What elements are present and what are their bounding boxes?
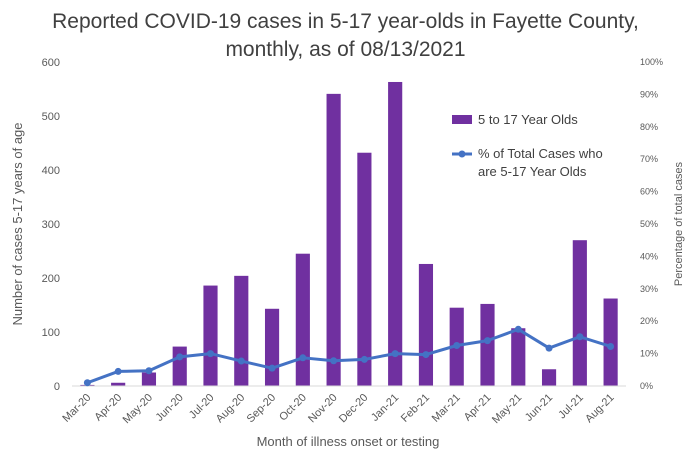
y-tick-label: 500 — [42, 111, 60, 123]
percentage-point — [330, 357, 338, 365]
bar — [264, 308, 280, 386]
bar — [572, 240, 587, 386]
percentage-point — [514, 325, 522, 333]
legend-bar-swatch — [452, 115, 472, 124]
percentage-line — [86, 327, 612, 385]
percentage-point — [237, 357, 245, 365]
percentage-point — [360, 355, 368, 363]
x-axis-label: Month of illness onset or testing — [257, 434, 440, 449]
y2-tick-label: 100% — [640, 57, 663, 67]
y2-axis-label: Percentage of total cases — [673, 161, 685, 286]
bar — [172, 346, 187, 386]
y2-tick-label: 50% — [640, 219, 658, 229]
percentage-point — [391, 350, 399, 358]
bar — [111, 382, 126, 386]
y-tick-label: 100 — [42, 327, 60, 339]
y-tick-label: 600 — [42, 57, 60, 69]
percentage-point — [207, 350, 214, 358]
y2-tick-label: 80% — [640, 122, 658, 132]
percentage-point — [576, 333, 584, 341]
legend-line-label-2: are 5-17 Year Olds — [478, 164, 587, 179]
percentage-point — [299, 354, 307, 362]
y2-tick-label: 90% — [640, 89, 658, 99]
chart-title-line-1: Reported COVID-19 cases in 5-17 year-old… — [52, 10, 639, 33]
legend-line-label-1: % of Total Cases who — [478, 146, 603, 161]
bar — [603, 298, 618, 386]
percentage-point — [268, 364, 276, 372]
x-tick-label: Nov-20 — [306, 392, 340, 426]
percentage-point — [114, 367, 122, 375]
bar — [326, 93, 341, 387]
percentage-point — [176, 353, 184, 361]
x-tick-label: Mar-21 — [430, 392, 463, 425]
y-tick-label: 300 — [42, 219, 60, 231]
y2-tick-label: 0% — [640, 381, 653, 391]
x-tick-label: Oct-20 — [277, 392, 309, 424]
bar — [541, 369, 557, 386]
y2-tick-label: 20% — [640, 316, 658, 326]
x-tick-label: Jan-21 — [369, 392, 401, 424]
percentage-point — [484, 337, 491, 345]
bar — [141, 372, 157, 386]
y2-tick-label: 70% — [640, 154, 658, 164]
legend-line-marker — [458, 150, 466, 158]
x-tick-label: May-20 — [121, 392, 155, 426]
x-tick-label: May-21 — [490, 392, 524, 426]
bar — [234, 275, 249, 386]
chart-title-line-2: monthly, as of 08/13/2021 — [225, 38, 466, 61]
y2-tick-label: 60% — [640, 187, 658, 197]
percentage-point — [83, 379, 91, 387]
x-tick-label: Jun-21 — [523, 392, 555, 424]
bar — [295, 253, 310, 386]
y-tick-label: 0 — [54, 381, 60, 393]
percentage-point — [453, 342, 461, 349]
bar — [480, 303, 495, 386]
legend: 5 to 17 Year Olds % of Total Cases who a… — [452, 112, 603, 179]
y-tick-label: 400 — [42, 165, 60, 177]
x-tick-label: Apr-20 — [92, 392, 124, 424]
bar — [203, 285, 218, 386]
x-tick-label: Dec-20 — [337, 392, 371, 426]
legend-bar-label: 5 to 17 Year Olds — [478, 112, 578, 127]
y-tick-label: 200 — [42, 273, 60, 285]
bar — [388, 81, 403, 386]
x-tick-label: Aug-21 — [583, 392, 617, 426]
x-tick-label: Jul-21 — [556, 392, 586, 422]
x-tick-label: Mar-20 — [60, 392, 93, 425]
y2-tick-label: 40% — [640, 251, 658, 261]
bar — [511, 328, 526, 386]
y2-tick-label: 10% — [640, 349, 658, 359]
x-tick-label: Aug-20 — [214, 392, 248, 426]
x-tick-label: Jul-20 — [187, 392, 217, 422]
x-tick-label: Sep-20 — [245, 392, 279, 426]
bar — [357, 152, 372, 386]
bar — [418, 263, 434, 386]
y2-tick-label: 30% — [640, 284, 658, 294]
percentage-point — [545, 344, 553, 352]
x-tick-label: Jun-20 — [154, 392, 186, 424]
percentage-point — [145, 367, 153, 375]
x-tick-label: Feb-21 — [399, 392, 432, 425]
x-tick-label: Apr-21 — [462, 392, 494, 424]
percentage-point — [607, 342, 615, 350]
percentage-point — [422, 351, 430, 359]
y-axis-label: Number of cases 5-17 years of age — [10, 122, 25, 325]
